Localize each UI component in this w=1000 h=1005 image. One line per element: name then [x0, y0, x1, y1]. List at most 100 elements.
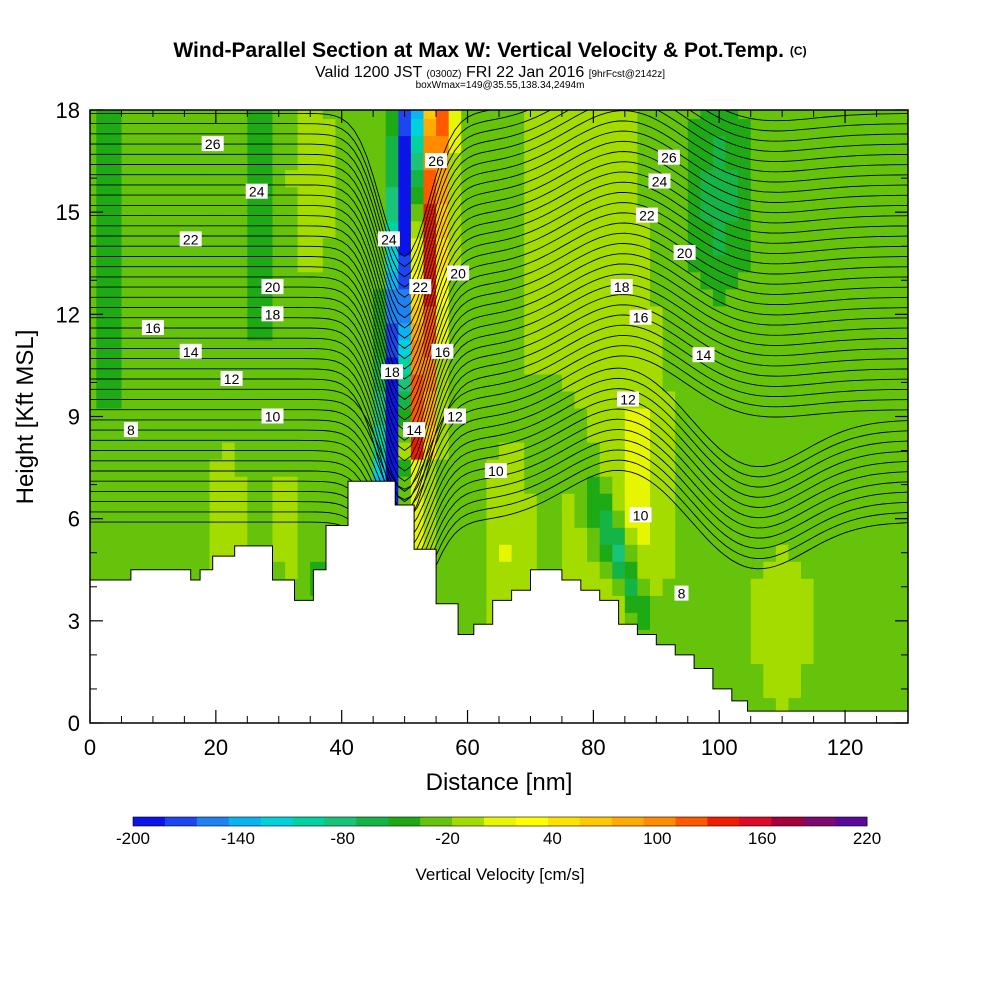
- velocity-cell: [171, 476, 185, 494]
- velocity-cell: [146, 459, 160, 477]
- velocity-cell: [536, 527, 550, 545]
- velocity-cell: [285, 459, 299, 477]
- velocity-cell: [335, 254, 349, 273]
- velocity-cell: [234, 305, 248, 324]
- velocity-cell: [901, 595, 908, 613]
- velocity-cell: [738, 203, 752, 222]
- velocity-cell: [96, 476, 110, 494]
- velocity-cell: [297, 169, 311, 188]
- isentrope-label-box: [610, 279, 633, 295]
- velocity-cell: [763, 169, 777, 188]
- velocity-cell: [499, 578, 513, 596]
- velocity-cell: [612, 476, 626, 494]
- velocity-cell: [121, 305, 135, 324]
- velocity-cell: [599, 305, 613, 324]
- velocity-cell: [687, 612, 701, 630]
- velocity-cell: [725, 646, 739, 664]
- velocity-cell: [637, 578, 651, 596]
- velocity-cell: [826, 169, 840, 188]
- chart-title: Wind-Parallel Section at Max W: Vertical…: [173, 39, 806, 62]
- velocity-cell: [675, 629, 689, 647]
- velocity-cell: [436, 373, 450, 392]
- velocity-cell: [448, 288, 462, 307]
- velocity-cell: [851, 578, 865, 596]
- velocity-cell: [675, 373, 689, 392]
- isentrope-label: 14: [406, 422, 422, 438]
- velocity-cell: [486, 578, 500, 596]
- velocity-cell: [876, 561, 890, 579]
- velocity-cell: [171, 408, 185, 426]
- velocity-cell: [184, 152, 198, 171]
- velocity-cell: [650, 373, 664, 392]
- velocity-cell: [624, 442, 638, 460]
- velocity-cell: [473, 186, 487, 205]
- velocity-cell: [788, 595, 802, 613]
- velocity-cell: [461, 493, 475, 511]
- velocity-cell: [662, 425, 676, 443]
- velocity-cell: [486, 373, 500, 392]
- x-tick-label: 20: [204, 735, 228, 760]
- velocity-cell: [750, 110, 764, 120]
- velocity-cell: [763, 493, 777, 511]
- velocity-cell: [410, 110, 425, 120]
- velocity-cell: [272, 220, 286, 239]
- velocity-cell: [461, 391, 475, 409]
- velocity-cell: [297, 152, 311, 171]
- velocity-cell: [587, 288, 601, 307]
- velocity-cell: [184, 510, 198, 528]
- velocity-cell: [536, 476, 550, 494]
- velocity-cell: [612, 356, 626, 375]
- velocity-cell: [637, 408, 651, 426]
- velocity-cell: [335, 356, 349, 375]
- velocity-cell: [876, 373, 890, 392]
- velocity-cell: [473, 110, 487, 120]
- velocity-cell: [209, 322, 223, 341]
- velocity-cell: [561, 169, 576, 188]
- velocity-cell: [159, 271, 173, 290]
- velocity-cell: [499, 544, 513, 562]
- velocity-cell: [436, 118, 450, 137]
- velocity-cell: [675, 408, 689, 426]
- velocity-cell: [725, 629, 739, 647]
- velocity-cell: [247, 510, 261, 528]
- velocity-cell: [247, 373, 261, 392]
- velocity-cell: [725, 373, 739, 392]
- velocity-cell: [272, 544, 286, 562]
- velocity-cell: [499, 510, 513, 528]
- velocity-cell: [108, 110, 123, 120]
- velocity-cell: [901, 493, 908, 511]
- velocity-cell: [750, 459, 764, 477]
- velocity-cell: [851, 527, 865, 545]
- isentrope-line: [90, 110, 908, 278]
- velocity-cell: [448, 510, 462, 528]
- velocity-cell: [599, 510, 613, 528]
- velocity-cell: [197, 459, 211, 477]
- isentrope-label: 16: [145, 320, 161, 336]
- velocity-cell: [398, 237, 412, 256]
- velocity-cell: [272, 322, 286, 341]
- isentrope-label: 18: [384, 364, 400, 380]
- velocity-cell: [864, 169, 878, 188]
- velocity-cell: [310, 408, 324, 426]
- velocity-cell: [385, 118, 399, 137]
- isentrope-label: 22: [413, 279, 429, 295]
- colorbar-tick-label: 160: [748, 829, 776, 848]
- velocity-cell: [184, 356, 198, 375]
- velocity-cell: [108, 254, 123, 273]
- velocity-cell: [876, 578, 890, 596]
- velocity-cell: [285, 544, 299, 562]
- velocity-cell: [348, 237, 362, 256]
- velocity-cell: [725, 459, 739, 477]
- velocity-cell: [838, 561, 852, 579]
- velocity-cell: [146, 220, 160, 239]
- isentrope-line: [90, 110, 908, 298]
- velocity-cell: [612, 305, 626, 324]
- velocity-cell: [775, 578, 790, 596]
- velocity-cell: [763, 680, 777, 698]
- velocity-cell: [801, 288, 815, 307]
- velocity-cell: [197, 118, 211, 137]
- velocity-cell: [650, 391, 664, 409]
- velocity-cell: [171, 203, 185, 222]
- velocity-cell: [712, 612, 727, 630]
- velocity-cell: [763, 110, 777, 120]
